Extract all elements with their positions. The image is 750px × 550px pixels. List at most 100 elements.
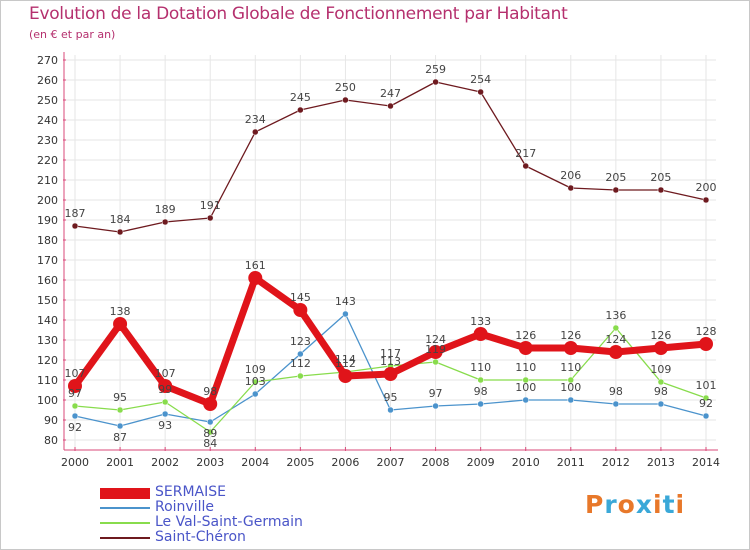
- data-point: [297, 350, 304, 358]
- data-point: [248, 271, 263, 285]
- logo-letter: i: [653, 490, 663, 519]
- data-label: 205: [605, 171, 626, 184]
- x-tick-label: 2011: [557, 456, 585, 469]
- data-point: [699, 337, 713, 351]
- data-point: [71, 222, 79, 230]
- data-label: 191: [200, 199, 221, 212]
- data-label: 206: [560, 169, 581, 182]
- data-point: [702, 412, 710, 420]
- y-tick-label: 180: [37, 234, 58, 247]
- data-label: 98: [654, 385, 668, 398]
- x-tick-label: 2001: [106, 456, 134, 469]
- data-point: [161, 398, 169, 406]
- data-label: 123: [290, 335, 311, 348]
- chart-title: Evolution de la Dotation Globale de Fonc…: [29, 4, 568, 24]
- data-point: [653, 341, 668, 355]
- logo-letter: t: [662, 490, 676, 519]
- data-label: 110: [560, 361, 581, 374]
- data-label: 217: [515, 147, 536, 160]
- data-point: [206, 428, 214, 436]
- data-label: 113: [380, 355, 401, 368]
- x-tick-label: 2000: [61, 456, 89, 469]
- y-tick-label: 220: [37, 154, 58, 167]
- data-point: [477, 400, 484, 408]
- y-tick-label: 240: [37, 114, 58, 127]
- data-label: 98: [474, 385, 488, 398]
- data-point: [113, 317, 128, 331]
- data-label: 133: [470, 315, 491, 328]
- data-label: 100: [515, 381, 536, 394]
- data-label: 250: [335, 81, 356, 94]
- data-label: 117: [380, 347, 401, 360]
- data-point: [252, 128, 259, 136]
- y-tick-label: 210: [37, 174, 58, 187]
- legend-swatch: [100, 537, 150, 539]
- logo-letter: i: [675, 490, 686, 519]
- proxiti-logo: Proxiti: [585, 490, 685, 519]
- data-label: 103: [245, 375, 266, 388]
- y-tick-label: 190: [37, 214, 58, 227]
- data-label: 114: [335, 353, 356, 366]
- y-tick-label: 250: [37, 94, 58, 107]
- data-point: [608, 345, 623, 359]
- data-label: 84: [203, 437, 217, 450]
- logo-letter: o: [617, 490, 636, 519]
- data-label: 89: [203, 427, 217, 440]
- data-point: [387, 102, 394, 110]
- y-tick-label: 130: [37, 334, 58, 347]
- data-label: 245: [290, 91, 311, 104]
- data-point: [293, 303, 308, 317]
- logo-letter: r: [604, 490, 618, 519]
- data-label: 136: [605, 309, 626, 322]
- y-tick-label: 260: [37, 74, 58, 87]
- x-tick-label: 2007: [377, 456, 405, 469]
- data-label: 189: [155, 203, 176, 216]
- data-point: [432, 402, 439, 410]
- data-point: [71, 412, 79, 420]
- data-point: [473, 327, 488, 341]
- x-tick-label: 2014: [692, 456, 720, 469]
- data-label: 145: [290, 291, 311, 304]
- y-tick-label: 200: [37, 194, 58, 207]
- data-point: [522, 162, 529, 170]
- data-label: 110: [470, 361, 491, 374]
- data-label: 92: [68, 421, 82, 434]
- data-point: [71, 402, 79, 410]
- legend-label: SERMAISE: [155, 484, 226, 500]
- x-tick-label: 2012: [602, 456, 630, 469]
- y-tick-label: 110: [37, 374, 58, 387]
- data-label: 100: [560, 381, 581, 394]
- data-point: [252, 390, 259, 398]
- data-point: [342, 96, 349, 104]
- data-label: 95: [113, 391, 127, 404]
- data-label: 126: [650, 329, 671, 342]
- data-point: [383, 367, 398, 381]
- x-tick-label: 2013: [647, 456, 675, 469]
- data-point: [203, 397, 218, 411]
- data-label: 95: [384, 391, 398, 404]
- legend-swatch: [100, 487, 150, 499]
- data-label: 107: [65, 367, 86, 380]
- data-label: 124: [605, 333, 626, 346]
- data-label: 98: [609, 385, 623, 398]
- data-label: 119: [425, 343, 446, 356]
- data-point: [477, 88, 484, 96]
- data-point: [612, 186, 620, 194]
- data-point: [68, 379, 82, 393]
- data-label: 205: [650, 171, 671, 184]
- data-point: [567, 184, 575, 192]
- data-point: [432, 358, 439, 366]
- data-label: 128: [696, 325, 717, 338]
- data-label: 234: [245, 113, 266, 126]
- data-label: 112: [290, 357, 311, 370]
- data-label: 143: [335, 295, 356, 308]
- data-point: [206, 418, 214, 426]
- data-label: 97: [68, 387, 82, 400]
- y-tick-label: 90: [44, 414, 58, 427]
- data-point: [116, 228, 124, 236]
- data-point: [297, 106, 304, 114]
- y-tick-label: 120: [37, 354, 58, 367]
- data-point: [432, 78, 439, 86]
- data-point: [567, 376, 575, 384]
- x-tick-label: 2010: [512, 456, 540, 469]
